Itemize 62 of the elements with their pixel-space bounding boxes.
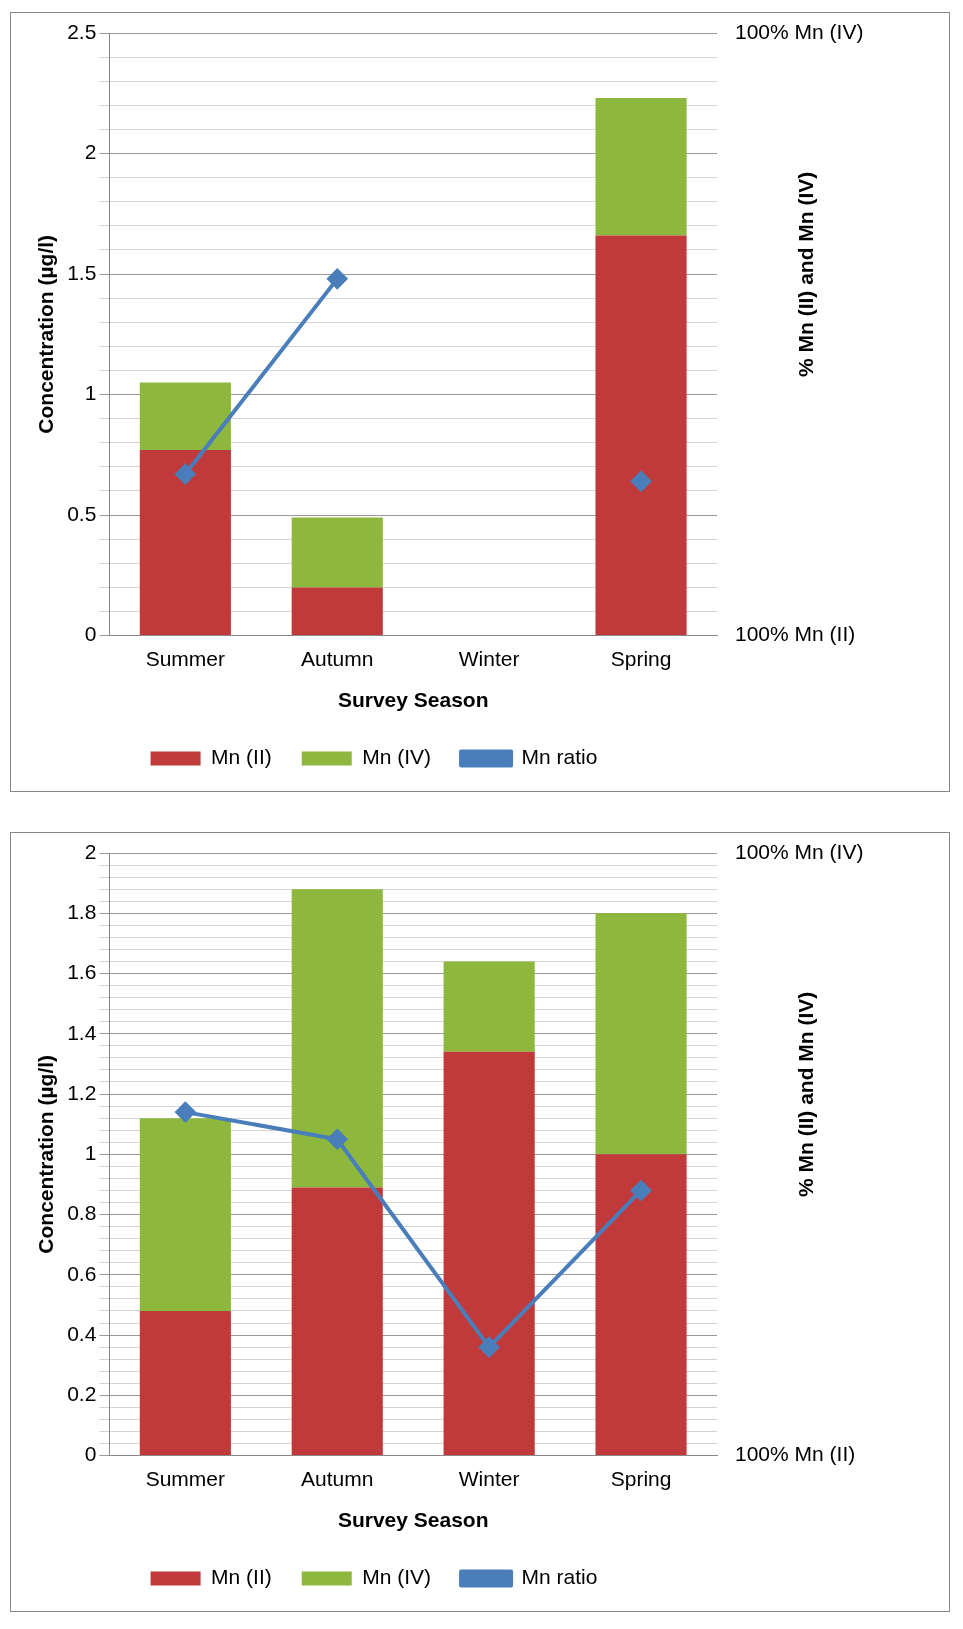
bar bbox=[595, 98, 687, 236]
x-axis-title: Survey Season bbox=[337, 1508, 489, 1532]
point bbox=[479, 1337, 500, 1358]
bar bbox=[443, 961, 535, 1052]
bar bbox=[139, 382, 231, 450]
y2-axis-title: % Mn (II) and Mn (IV) bbox=[793, 991, 817, 1197]
point bbox=[175, 1102, 196, 1123]
bar bbox=[139, 1118, 231, 1311]
legend-label: Mn (IV) bbox=[362, 745, 432, 769]
x-tick-label: Spring bbox=[610, 647, 672, 670]
legend-label: Mn (II) bbox=[211, 1565, 272, 1589]
y-tick-label: 1.6 bbox=[67, 960, 97, 984]
y-tick-label: 0 bbox=[84, 622, 97, 646]
y-tick-label: 2 bbox=[84, 839, 97, 863]
y-tick-label: 2.5 bbox=[67, 19, 97, 43]
y-tick-label: 0 bbox=[84, 1442, 97, 1466]
bar bbox=[291, 889, 383, 1188]
y-tick-label: 1.2 bbox=[67, 1080, 97, 1104]
y-tick-label: 1 bbox=[84, 1141, 97, 1165]
x-tick-label: Spring bbox=[610, 1467, 672, 1490]
legend-label: Mn ratio bbox=[521, 1565, 598, 1589]
point bbox=[175, 464, 196, 485]
x-tick-label: Summer bbox=[145, 647, 226, 670]
text: 100% Mn (IV) bbox=[735, 19, 864, 43]
point bbox=[327, 1129, 348, 1150]
y-tick-label: 0.5 bbox=[67, 501, 97, 525]
y-tick-label: 0.8 bbox=[67, 1201, 97, 1225]
y-tick-label: 1.4 bbox=[67, 1020, 97, 1044]
y-axis-title: Concentration (µg/l) bbox=[34, 1054, 58, 1254]
bar bbox=[291, 587, 383, 636]
point bbox=[327, 268, 348, 289]
y-axis-title: Concentration (µg/l) bbox=[34, 234, 58, 434]
x-tick-label: Winter bbox=[458, 647, 520, 670]
y2-axis-title: % Mn (II) and Mn (IV) bbox=[793, 171, 817, 377]
legend-label: Mn (II) bbox=[211, 745, 272, 769]
legend-label: Mn ratio bbox=[521, 745, 598, 769]
y-tick-label: 2 bbox=[84, 140, 97, 164]
x-tick-label: Autumn bbox=[301, 1467, 374, 1490]
bar bbox=[443, 1051, 535, 1456]
x-axis-title: Survey Season bbox=[337, 688, 489, 712]
x-tick-label: Summer bbox=[145, 1467, 226, 1490]
bar bbox=[291, 517, 383, 588]
y-tick-label: 1.8 bbox=[67, 900, 97, 924]
point bbox=[631, 1180, 652, 1201]
x-tick-label: Autumn bbox=[301, 647, 374, 670]
bar bbox=[595, 913, 687, 1155]
bar bbox=[139, 450, 231, 636]
text: 100% Mn (II) bbox=[735, 1442, 856, 1466]
text: 100% Mn (IV) bbox=[735, 839, 864, 863]
y-tick-label: 0.2 bbox=[67, 1382, 97, 1406]
bar bbox=[595, 235, 687, 636]
y-tick-label: 0.6 bbox=[67, 1261, 97, 1285]
bar bbox=[291, 1187, 383, 1456]
y-tick-label: 1.5 bbox=[67, 260, 97, 284]
text: 100% Mn (II) bbox=[735, 622, 856, 646]
bar bbox=[595, 1154, 687, 1456]
point bbox=[631, 471, 652, 492]
legend-label: Mn (IV) bbox=[362, 1565, 432, 1589]
bar bbox=[139, 1310, 231, 1456]
x-tick-label: Winter bbox=[458, 1467, 520, 1490]
y-tick-label: 1 bbox=[84, 381, 97, 405]
y-tick-label: 0.4 bbox=[67, 1321, 97, 1345]
